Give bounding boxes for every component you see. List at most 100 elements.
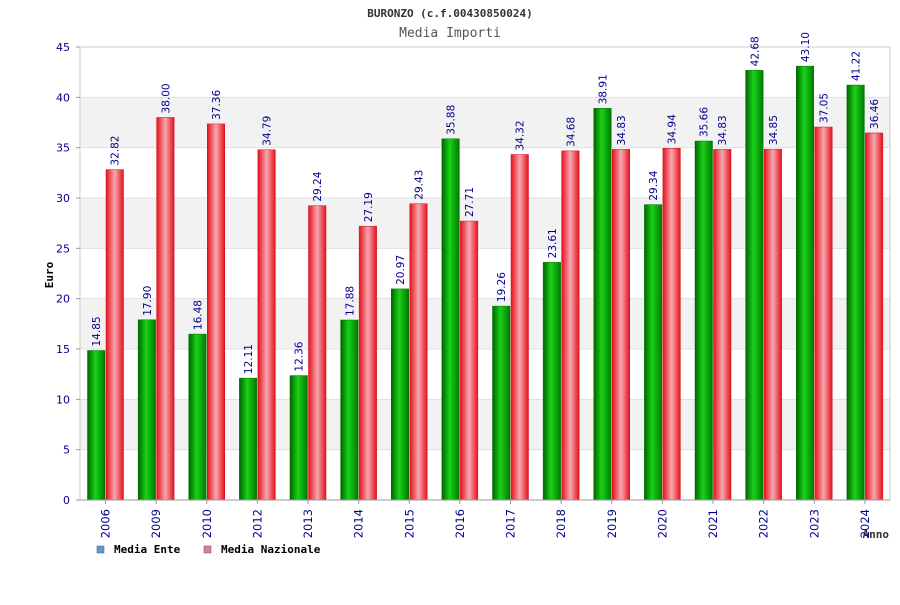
bar-value-label: 12.11 [243, 344, 255, 374]
x-tick-label: 2022 [757, 509, 771, 538]
bar-media-nazionale [105, 169, 124, 501]
bar-value-label: 34.79 [262, 116, 274, 146]
legend: Media Ente Media Nazionale [96, 543, 321, 556]
y-tick-label: 15 [56, 343, 70, 356]
x-tick-label: 2017 [504, 509, 518, 538]
bar-value-label: 35.66 [699, 107, 711, 137]
bar-value-label: 17.88 [344, 286, 356, 316]
bar-media-ente [644, 204, 663, 501]
bar-value-label: 38.91 [598, 74, 610, 104]
y-tick-label: 20 [56, 293, 70, 306]
y-tick-label: 35 [56, 142, 70, 155]
y-tick-label: 10 [56, 393, 70, 406]
x-tick-label: 2014 [352, 509, 366, 538]
bar-value-label: 27.19 [363, 192, 375, 222]
bar-media-nazionale [308, 205, 327, 501]
bar-value-label: 19.26 [496, 272, 508, 302]
bar-value-label: 27.71 [464, 187, 476, 217]
y-axis-ticks: 0 5 10 15 20 25 30 35 40 45 [56, 41, 80, 507]
x-axis-ticks: 2006 2009 2010 2012 2013 2014 2015 2016 2017 2018… [99, 500, 872, 538]
bar-media-nazionale [358, 226, 377, 501]
bar-media-ente [542, 262, 561, 501]
x-tick-label: 2015 [402, 509, 416, 538]
bar-media-ente [137, 319, 156, 501]
bar-media-nazionale [156, 117, 175, 501]
bar-value-label: 12.36 [294, 341, 306, 371]
bar-value-label: 17.90 [142, 286, 154, 316]
bar-media-nazionale [865, 132, 884, 501]
bar-media-ente [694, 140, 713, 501]
legend-label-media-nazionale: Media Nazionale [221, 543, 321, 556]
bar-value-label: 34.83 [717, 115, 729, 145]
bar-media-nazionale [409, 203, 428, 501]
chart-subtitle: Media Importi [399, 26, 501, 41]
y-tick-label: 30 [56, 192, 70, 205]
x-tick-label: 2021 [706, 509, 720, 538]
x-tick-label: 2023 [807, 509, 821, 538]
bar-media-nazionale [814, 126, 833, 501]
bar-value-label: 35.88 [446, 105, 458, 135]
value-labels: 14.85 32.82 17.90 38.00 16.48 37.36 12.11 34.79… [91, 32, 881, 374]
legend-swatch-media-nazionale [203, 545, 212, 554]
bar-value-label: 34.83 [616, 115, 628, 145]
bar-media-nazionale [207, 123, 225, 501]
bar-media-nazionale [257, 149, 276, 501]
bar-media-ente [391, 288, 409, 501]
bar-value-label: 34.85 [768, 115, 780, 145]
bar-value-label: 37.36 [211, 90, 223, 120]
bar-value-label: 34.94 [667, 114, 679, 144]
bar-value-label: 38.00 [160, 83, 172, 113]
bar-value-label: 34.32 [515, 120, 527, 150]
bar-media-ente [593, 108, 612, 501]
y-tick-label: 40 [56, 91, 70, 104]
y-axis-label: Euro [43, 261, 56, 288]
bar-media-nazionale [662, 148, 681, 501]
bar-value-label: 37.05 [819, 93, 831, 123]
x-tick-label: 2013 [301, 509, 315, 538]
x-tick-label: 2010 [200, 509, 214, 538]
bar-media-ente [846, 84, 865, 501]
x-tick-label: 2006 [99, 509, 113, 538]
y-tick-label: 5 [63, 444, 70, 457]
bar-value-label: 29.34 [648, 170, 660, 200]
x-tick-label: 2020 [655, 509, 669, 538]
bar-media-ente [87, 350, 106, 501]
x-tick-label: 2012 [250, 509, 264, 538]
bar-value-label: 20.97 [395, 255, 407, 285]
x-tick-label: 2018 [554, 509, 568, 538]
bar-media-nazionale [612, 149, 630, 501]
bar-media-ente [745, 70, 764, 501]
bar-media-nazionale [561, 150, 580, 501]
bar-media-nazionale [460, 220, 479, 501]
legend-swatch-media-ente [96, 545, 105, 554]
y-tick-label: 0 [63, 494, 70, 507]
bar-value-label: 36.46 [869, 99, 881, 129]
y-tick-label: 25 [56, 242, 70, 255]
chart-title: BURONZO (c.f.00430850024) [367, 7, 533, 20]
bar-media-ente [188, 333, 207, 501]
bar-value-label: 16.48 [193, 300, 205, 330]
bars [87, 65, 884, 501]
x-tick-label: 2009 [149, 509, 163, 538]
bar-media-ente [340, 319, 359, 501]
bar-media-ente [239, 377, 258, 501]
bar-media-ente [289, 375, 308, 501]
bar-media-nazionale [713, 149, 732, 501]
bar-value-label: 14.85 [91, 316, 103, 346]
bar-value-label: 29.24 [312, 171, 324, 201]
bar-value-label: 43.10 [800, 32, 812, 62]
x-tick-label: 2019 [605, 509, 619, 538]
x-tick-label: 2024 [858, 509, 872, 538]
bar-value-label: 23.61 [547, 228, 559, 258]
bar-value-label: 41.22 [851, 51, 863, 81]
y-tick-label: 45 [56, 41, 70, 54]
bar-value-label: 29.43 [414, 170, 426, 200]
bar-media-nazionale [763, 148, 782, 501]
bar-value-label: 42.68 [749, 36, 761, 66]
legend-label-media-ente: Media Ente [114, 543, 181, 556]
x-tick-label: 2016 [453, 509, 467, 538]
bar-media-nazionale [510, 154, 529, 501]
bar-media-ente [796, 65, 814, 501]
